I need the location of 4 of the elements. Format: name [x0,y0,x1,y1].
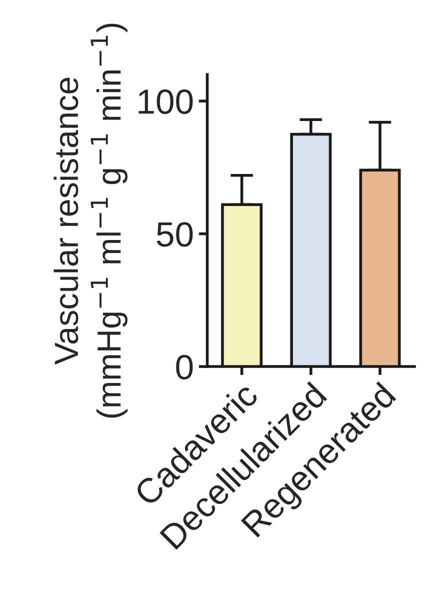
y-tick-label: 100 [138,89,193,114]
y-tick-label: 0 [176,354,193,380]
text: Vascular resistance (mmHg$^{−1}$ ml$^{−1}$ g$^{−1}$ min$^{−1}$) [54,24,128,418]
y-tick-label: 50 [156,222,193,247]
